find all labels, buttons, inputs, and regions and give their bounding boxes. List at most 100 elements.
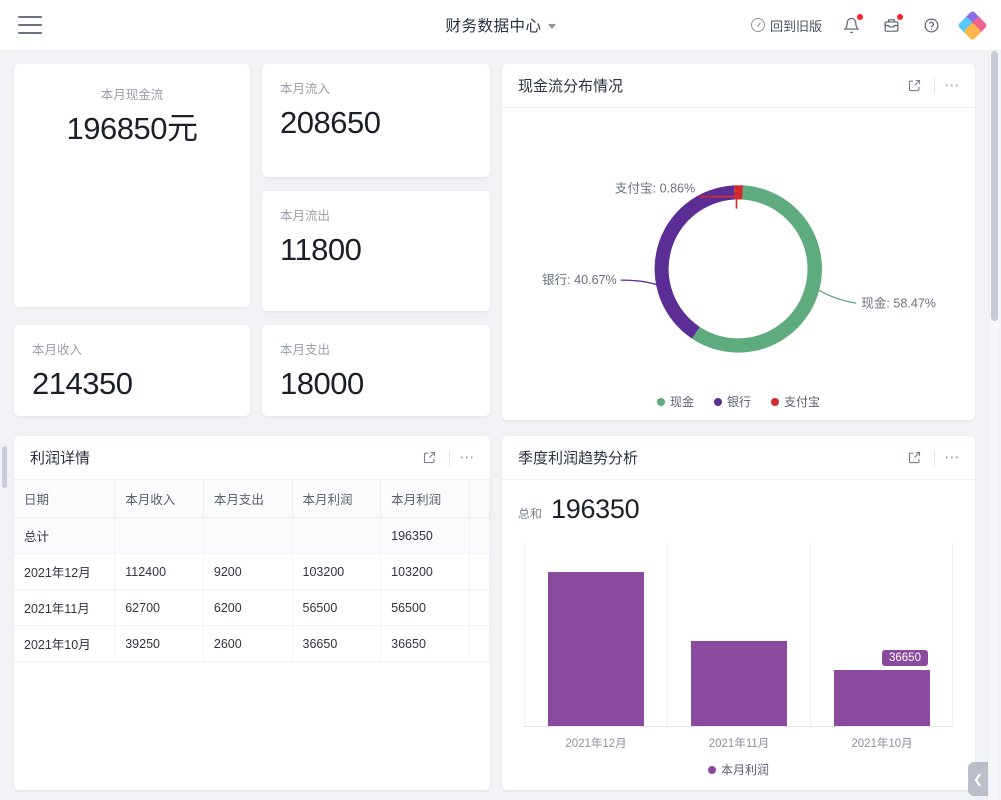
- left-drag-handle[interactable]: [2, 446, 7, 488]
- column-header-profit[interactable]: 本月利润: [292, 480, 382, 518]
- stat-card-outflow[interactable]: 本月流出 11800: [262, 191, 490, 311]
- cell-expense: 2600: [203, 625, 293, 662]
- donut-label-bank: 银行: 40.67%: [542, 273, 617, 287]
- hamburger-icon[interactable]: [18, 16, 42, 34]
- ellipsis-icon[interactable]: ⋯: [944, 76, 961, 94]
- donut-slice-bank[interactable]: [654, 185, 735, 339]
- x-tick-label: 2021年11月: [708, 738, 770, 750]
- table-row[interactable]: 2021年10月 39250 2600 36650 36650: [14, 625, 490, 662]
- card-header-actions: ⋯: [421, 449, 477, 467]
- bell-icon[interactable]: [840, 14, 863, 36]
- table-row[interactable]: 总计 196350: [14, 517, 490, 554]
- x-tick-label: 2021年10月: [851, 738, 913, 750]
- chevron-down-icon[interactable]: [547, 24, 556, 29]
- column-header-income[interactable]: 本月收入: [114, 480, 204, 518]
- bar-column-2021-11[interactable]: 2021年11月: [667, 543, 810, 750]
- cell-date: 2021年10月: [14, 625, 116, 662]
- column-header-expense[interactable]: 本月支出: [203, 480, 293, 518]
- stat-value: 214350: [32, 366, 133, 401]
- cell-profit: 103200: [292, 553, 382, 590]
- card-header-actions: ⋯: [906, 449, 962, 467]
- legend-item-bank[interactable]: 银行: [713, 393, 751, 410]
- chevron-left-icon[interactable]: ❮: [968, 762, 988, 796]
- bar-column-2021-12[interactable]: 2021年12月: [524, 543, 667, 750]
- back-to-legacy-label: 回到旧版: [769, 18, 822, 34]
- donut-slice-cash[interactable]: [692, 185, 822, 353]
- bar-plot-area: 2021年12月 2021年11月 36650 2021年10月: [518, 537, 959, 761]
- cash-flow-distribution-card: 现金流分布情况 ⋯: [502, 64, 975, 420]
- history-icon: [750, 18, 765, 32]
- table-row[interactable]: 2021年11月 62700 6200 56500 56500: [14, 589, 490, 626]
- legend-item-cash[interactable]: 现金: [656, 393, 694, 410]
- cell-expense: [203, 517, 293, 554]
- stat-card-expense[interactable]: 本月支出 18000: [262, 325, 490, 416]
- cell-profit-2: 36650: [380, 625, 470, 662]
- divider: [448, 449, 450, 466]
- card-header: 现金流分布情况 ⋯: [502, 64, 975, 108]
- column-header-date[interactable]: 日期: [14, 480, 116, 518]
- external-link-icon[interactable]: [906, 449, 924, 467]
- back-to-legacy-button[interactable]: 回到旧版: [750, 16, 822, 35]
- top-header-bar: 财务数据中心 回到旧版: [0, 0, 1001, 51]
- card-title: 季度利润趋势分析: [518, 450, 639, 467]
- page-scrollbar[interactable]: [990, 51, 999, 800]
- cell-profit: 56500: [292, 589, 382, 626]
- legend-swatch: [656, 397, 665, 406]
- card-header-actions: ⋯: [906, 77, 962, 95]
- legend-label: 本月利润: [720, 763, 769, 777]
- legend-label: 支付宝: [784, 395, 821, 409]
- cell-profit-2: 56500: [380, 589, 470, 626]
- legend-item-alipay[interactable]: 支付宝: [771, 393, 820, 410]
- cell-profit: [292, 517, 382, 554]
- card-title: 现金流分布情况: [518, 78, 624, 95]
- app-logo-icon[interactable]: [957, 9, 988, 41]
- leader-line-bank: [620, 279, 670, 291]
- ellipsis-icon[interactable]: ⋯: [944, 448, 961, 466]
- stat-card-inflow[interactable]: 本月流入 208650: [262, 64, 490, 177]
- ellipsis-icon[interactable]: ⋯: [459, 448, 476, 466]
- x-tick-label: 2021年12月: [565, 738, 627, 750]
- bar-legend: 本月利润: [518, 761, 959, 782]
- external-link-icon[interactable]: [421, 449, 439, 467]
- help-circle-icon[interactable]: [920, 14, 942, 36]
- legend-label: 银行: [726, 395, 751, 409]
- cell-date: 2021年12月: [14, 553, 116, 590]
- donut-label-alipay: 支付宝: 0.86%: [615, 182, 695, 196]
- stat-card-income[interactable]: 本月收入 214350: [14, 325, 250, 416]
- stat-value: 196850元: [66, 111, 198, 146]
- bar-tooltip: 36650: [882, 650, 928, 667]
- table-header-row: 日期 本月收入 本月支出 本月利润 本月利润: [14, 480, 490, 518]
- bar-chart-body: 总和 196350 2021年12月 2021年11月: [502, 480, 975, 790]
- header-actions: 回到旧版: [750, 9, 1001, 41]
- donut-slice-alipay[interactable]: [733, 185, 744, 200]
- page-scrollbar-thumb[interactable]: [991, 51, 998, 321]
- stat-value: 11800: [280, 232, 362, 267]
- stat-label: 本月流出: [280, 209, 331, 223]
- column-header-profit-2[interactable]: 本月利润: [380, 480, 470, 518]
- cell-spacer: [469, 553, 490, 590]
- external-link-icon[interactable]: [906, 77, 924, 95]
- dashboard-body: 本月现金流 196850元 本月流入 208650 本月流出 11800 本月收…: [0, 51, 1001, 800]
- page-title[interactable]: 财务数据中心: [445, 18, 542, 35]
- table-row[interactable]: 2021年12月 112400 9200 103200 103200: [14, 553, 490, 590]
- column-header-spacer: [469, 480, 490, 518]
- stat-label: 本月现金流: [100, 88, 164, 102]
- divider: [933, 77, 935, 94]
- profit-table-scroll[interactable]: 日期 本月收入 本月支出 本月利润 本月利润 总计: [14, 480, 490, 790]
- page-title-group: 财务数据中心: [0, 0, 1001, 50]
- inbox-icon[interactable]: [880, 14, 903, 36]
- cell-profit-2: 103200: [380, 553, 470, 590]
- donut-svg: 支付宝: 0.86% 银行: 40.67% 现金: 58.47%: [542, 182, 936, 353]
- cell-spacer: [469, 625, 490, 662]
- dashboard-grid: 本月现金流 196850元 本月流入 208650 本月流出 11800 本月收…: [14, 64, 975, 790]
- x-axis-line: [524, 726, 953, 727]
- bar-2021-11[interactable]: [690, 640, 788, 727]
- bar-column-2021-10[interactable]: 36650 2021年10月: [810, 543, 953, 750]
- stat-label: 本月支出: [280, 343, 331, 357]
- stat-label: 本月收入: [32, 343, 83, 357]
- cell-expense: 9200: [203, 553, 293, 590]
- stat-card-cash-flow[interactable]: 本月现金流 196850元: [14, 64, 250, 307]
- bar-2021-10[interactable]: [833, 669, 931, 727]
- legend-item-profit[interactable]: 本月利润: [707, 761, 769, 778]
- bar-2021-12[interactable]: [547, 572, 645, 727]
